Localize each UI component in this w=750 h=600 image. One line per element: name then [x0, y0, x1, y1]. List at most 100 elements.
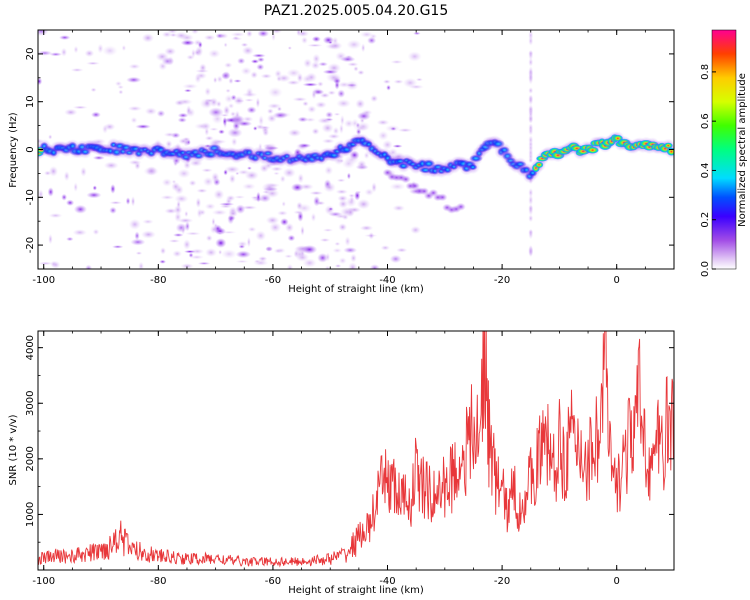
noise-blob [211, 209, 228, 216]
noise-blob [297, 173, 304, 184]
snr-frame [37, 330, 675, 571]
spectrogram-y-tick-label: 20 [25, 48, 36, 61]
noise-blob [310, 61, 321, 70]
noise-blob [256, 63, 265, 71]
noise-blob [185, 105, 192, 117]
noise-blob [325, 111, 334, 119]
noise-blob [144, 107, 157, 116]
noise-blob [59, 35, 71, 40]
noise-blob [141, 230, 156, 239]
noise-blob [270, 166, 284, 172]
noise-blob [301, 36, 308, 45]
noise-blob [215, 33, 224, 39]
noise-blob [233, 195, 246, 199]
noise-blob [322, 228, 334, 232]
spectral-amplitude-blobs [38, 30, 674, 269]
noise-blob [128, 159, 142, 166]
noise-blob [167, 56, 175, 66]
noise-blob [224, 165, 241, 174]
noise-blob [413, 31, 421, 36]
noise-blob [72, 229, 87, 236]
noise-blob [130, 116, 138, 124]
noise-blob [217, 231, 223, 235]
noise-blob [336, 99, 351, 108]
noise-blob [211, 113, 224, 125]
noise-blob [313, 195, 321, 207]
noise-blob [134, 231, 140, 241]
noise-blob [319, 92, 330, 99]
noise-blob [369, 264, 380, 269]
noise-blob [164, 47, 177, 56]
noise-blob [311, 127, 320, 135]
noise-blob [318, 61, 328, 67]
noise-blob [359, 118, 365, 124]
noise-blob [73, 45, 79, 54]
noise-blob [233, 95, 245, 106]
noise-blob [199, 63, 207, 73]
streak-blob [528, 187, 534, 198]
noise-blob [370, 94, 379, 103]
noise-blob [345, 80, 359, 91]
noise-blob [337, 89, 346, 98]
noise-blob [181, 224, 186, 235]
noise-blob [49, 52, 63, 57]
noise-blob [174, 99, 185, 107]
noise-blob [390, 126, 397, 131]
noise-blob [284, 222, 294, 233]
noise-blob [191, 30, 199, 35]
noise-blob [328, 207, 334, 211]
noise-blob [244, 98, 254, 102]
noise-blob [297, 211, 304, 222]
noise-blob [218, 129, 225, 135]
noise-blob [223, 105, 231, 116]
streak-blob [528, 214, 534, 223]
noise-blob [323, 179, 332, 189]
noise-blob [121, 44, 127, 52]
noise-blob [228, 77, 234, 85]
noise-blob [296, 203, 313, 213]
noise-blob [161, 31, 173, 38]
noise-blob [194, 122, 210, 130]
noise-blob [271, 30, 283, 34]
spectrogram-x-tick-label: -80 [150, 275, 166, 286]
noise-blob [163, 132, 177, 138]
noise-blob [203, 34, 216, 41]
noise-blob [209, 225, 218, 234]
noise-blob [319, 238, 331, 243]
noise-blob [203, 98, 212, 108]
streak-blob [528, 57, 534, 67]
noise-blob [286, 68, 302, 78]
noise-blob [86, 191, 102, 199]
snr-x-tick-label: -20 [494, 576, 510, 587]
noise-blob [109, 206, 117, 214]
noise-blob [177, 217, 194, 224]
colorbar-label: Normalized spectral amplitude [737, 73, 748, 227]
noise-blob [284, 254, 293, 259]
noise-blob [135, 124, 151, 129]
noise-blob [356, 121, 371, 132]
colorbar-tick-label: 0.8 [700, 64, 711, 80]
noise-blob [125, 197, 131, 205]
noise-blob [303, 58, 313, 69]
noise-blob [359, 225, 374, 231]
streak-blob [528, 71, 534, 82]
noise-blob [338, 257, 347, 265]
noise-blob [216, 75, 224, 83]
streak-blob [528, 95, 534, 106]
snr-x-tick-label: -40 [379, 576, 395, 587]
noise-blob [235, 171, 240, 176]
noise-blob [174, 194, 189, 204]
spectrogram-y-label: Frequency (Hz) [8, 112, 19, 188]
noise-blob [97, 43, 104, 54]
noise-blob [142, 219, 154, 225]
spectrogram-x-label: Height of straight line (km) [288, 284, 424, 295]
noise-blob [334, 264, 342, 268]
noise-blob [109, 200, 123, 205]
streak-blob [528, 229, 534, 236]
noise-blob [235, 250, 252, 259]
noise-blob [235, 259, 249, 264]
noise-blob [127, 105, 143, 112]
noise-blob [317, 252, 329, 263]
noise-blob [265, 188, 280, 199]
noise-blob [61, 193, 68, 201]
